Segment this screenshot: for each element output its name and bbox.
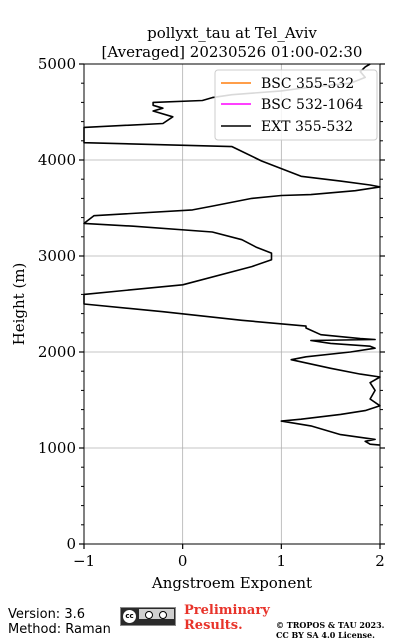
legend: BSC 355-532 BSC 532-1064 EXT 355-532 [214,69,378,141]
cc-by-icon [145,611,153,619]
y-tick-label: 1000 [38,439,76,457]
y-tick-label: 3000 [38,247,76,265]
y-tick-label: 5000 [38,55,76,73]
copyright-line2: CC BY SA 4.0 License. [276,630,375,640]
legend-label-bsc-532-1064: BSC 532-1064 [261,97,363,113]
preliminary-line2: Results. [184,618,243,633]
cc-sa-icon [159,611,167,619]
method-text: Method: Raman [8,622,111,637]
chart-title-line2: [Averaged] 20230526 01:00-02:30 [102,43,363,61]
y-tick-label: 4000 [38,151,76,169]
plot-frame [83,63,381,545]
series-line-ext-355-532 [83,63,381,446]
x-tick-label: −1 [73,552,95,570]
legend-label-bsc-355-532: BSC 355-532 [261,76,354,92]
cc-strip [139,609,174,619]
y-tick-label: 2000 [38,343,76,361]
x-axis-label: Angstroem Exponent [151,574,312,592]
cc-logo-icon: cc [123,610,136,623]
legend-label-ext-355-532: EXT 355-532 [261,119,353,135]
cc-license-badge: cc [120,607,176,626]
version-text: Version: 3.6 [8,607,85,622]
copyright-notice: © TROPOS & TAU 2023. CC BY SA 4.0 Licens… [276,620,384,640]
x-tick-label: 1 [277,552,287,570]
series-lines [83,63,381,446]
y-axis-label: Height (m) [10,263,28,346]
preliminary-notice: Preliminary Results. [184,603,270,633]
legend-box [214,69,378,141]
chart-title-line1: pollyxt_tau at Tel_Aviv [147,24,317,42]
x-tick-label: 2 [375,552,385,570]
preliminary-line1: Preliminary [184,603,270,618]
copyright-line1: © TROPOS & TAU 2023. [276,620,385,630]
x-tick-label: 0 [178,552,188,570]
y-tick-label: 0 [66,535,76,553]
